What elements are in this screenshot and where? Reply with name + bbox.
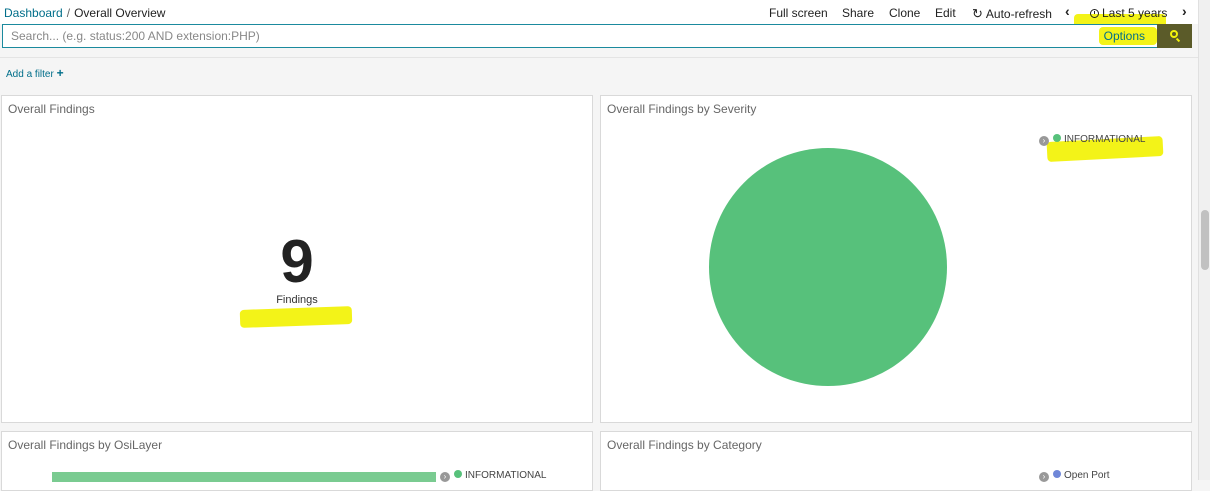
auto-refresh-label: Auto-refresh: [985, 7, 1052, 21]
add-filter-button[interactable]: Add a filter +: [6, 66, 64, 80]
breadcrumb-dashboard-link[interactable]: Dashboard: [4, 6, 63, 20]
legend-item-label[interactable]: INFORMATIONAL: [1064, 134, 1146, 145]
scrollbar-thumb[interactable]: [1201, 210, 1209, 270]
share-button[interactable]: Share: [842, 6, 875, 20]
search-icon: [1170, 30, 1178, 38]
severity-legend: › INFORMATIONAL: [1039, 134, 1145, 146]
clock-icon: [1090, 9, 1099, 18]
legend-dot-icon: [454, 470, 462, 478]
legend-dot-icon: [1053, 470, 1061, 478]
metric-label: Findings: [276, 294, 318, 306]
auto-refresh-button[interactable]: ↻ Auto-refresh: [972, 6, 1052, 22]
category-legend: › Open Port: [1039, 470, 1110, 482]
panel-title: Overall Findings by Severity: [607, 102, 757, 116]
search-input[interactable]: [11, 28, 1091, 44]
time-range-picker[interactable]: Last 5 years: [1090, 6, 1167, 20]
top-bar: Dashboard / Overall Overview Full screen S…: [0, 0, 1198, 34]
page-scrollbar[interactable]: [1198, 0, 1210, 480]
legend-toggle-icon[interactable]: ›: [440, 472, 450, 482]
legend-toggle-icon[interactable]: ›: [1039, 136, 1049, 146]
panel-title: Overall Findings: [8, 102, 95, 116]
osilayer-legend: › INFORMATIONAL: [440, 470, 546, 482]
search-bar: Options: [2, 24, 1192, 48]
breadcrumb-separator: /: [66, 6, 71, 20]
breadcrumb-current: Overall Overview: [74, 6, 166, 20]
highlight-mark: [1099, 27, 1157, 45]
metric-findings: 9 Findings: [2, 228, 592, 307]
legend-item-label[interactable]: Open Port: [1064, 470, 1110, 481]
fullscreen-button[interactable]: Full screen: [769, 6, 828, 20]
panel-overall-findings: Overall Findings 9 Findings: [1, 95, 593, 423]
osilayer-bar[interactable]: [52, 472, 436, 482]
severity-pie-chart: [709, 148, 947, 386]
pie-slice-informational[interactable]: [709, 148, 947, 386]
search-button[interactable]: [1157, 24, 1192, 48]
legend-item-label[interactable]: INFORMATIONAL: [465, 470, 547, 481]
refresh-icon: ↻: [972, 6, 983, 21]
panel-title: Overall Findings by Category: [607, 438, 762, 452]
filter-divider: [0, 57, 1198, 58]
plus-icon: +: [56, 66, 64, 80]
legend-toggle-icon[interactable]: ›: [1039, 472, 1049, 482]
clone-button[interactable]: Clone: [889, 6, 921, 20]
legend-dot-icon: [1053, 134, 1061, 142]
search-options-button[interactable]: Options: [1103, 29, 1145, 43]
time-range-label: Last 5 years: [1102, 6, 1168, 20]
panel-findings-by-severity: Overall Findings by Severity › INFORMATIO…: [600, 95, 1192, 423]
highlight-mark: [239, 306, 353, 328]
breadcrumb: Dashboard / Overall Overview: [4, 6, 165, 20]
edit-button[interactable]: Edit: [935, 6, 956, 20]
metric-value: 9: [280, 228, 314, 295]
time-prev-button[interactable]: ‹: [1065, 3, 1070, 19]
panel-findings-by-category: Overall Findings by Category › Open Port: [600, 431, 1192, 491]
time-next-button[interactable]: ›: [1182, 3, 1187, 19]
add-filter-label: Add a filter: [6, 69, 54, 80]
panel-findings-by-osilayer: Overall Findings by OsiLayer › INFORMATIO…: [1, 431, 593, 491]
panel-title: Overall Findings by OsiLayer: [8, 438, 163, 452]
